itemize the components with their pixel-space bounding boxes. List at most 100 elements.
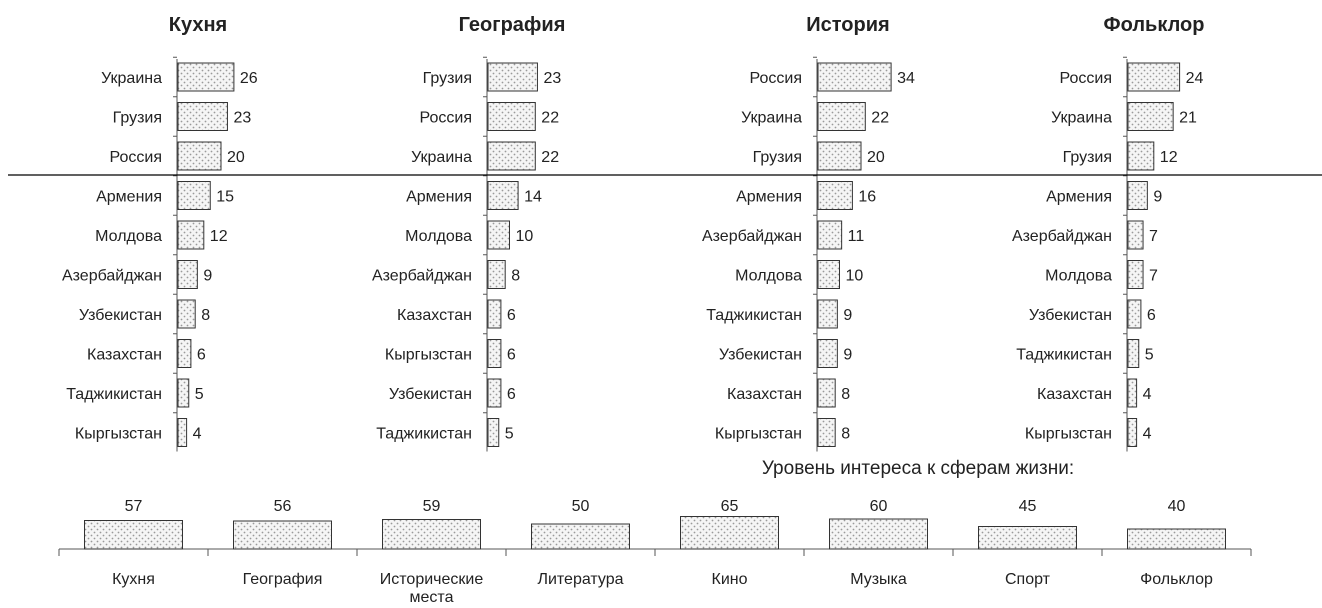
bar [177, 418, 188, 447]
bar [177, 62, 235, 92]
value-label: 24 [1186, 70, 1204, 87]
value-label: 20 [867, 149, 885, 166]
category-label: Молдова [405, 228, 472, 245]
panel-3: История Россия 34 Украина 22 Грузия 20 Армения 1… [702, 14, 915, 452]
category-label: Азербайджан [62, 268, 162, 285]
category-label: Кыргызстан [385, 347, 472, 364]
bar [487, 102, 536, 131]
bar [1127, 220, 1144, 250]
value-label: 4 [1143, 386, 1152, 403]
value-label: 4 [193, 426, 202, 443]
category-label: Россия [1060, 70, 1112, 87]
category-label: Грузия [113, 110, 162, 127]
value-label: 6 [507, 386, 516, 403]
value-label: 6 [1147, 307, 1156, 324]
bar [817, 102, 866, 131]
value-label: 45 [1019, 498, 1037, 515]
bar [1127, 62, 1181, 92]
horizontal-bar-panels: Кухня Украина 26 Грузия 23 Россия 20 Армения 15 М… [62, 14, 1204, 452]
value-label: 4 [1143, 426, 1152, 443]
category-label: Узбекистан [389, 386, 472, 403]
category-label: Узбекистан [79, 307, 162, 324]
bar [1127, 102, 1174, 131]
category-label: Украина [101, 70, 162, 87]
value-label: 23 [233, 110, 251, 127]
category-label: Литература [537, 571, 623, 588]
category-label: Узбекистан [719, 347, 802, 364]
category-label: Кино [712, 571, 748, 588]
bar [1127, 378, 1138, 408]
category-label: Таджикистан [1016, 347, 1112, 364]
category-label: места [410, 589, 454, 606]
value-label: 23 [543, 70, 561, 87]
bar [487, 220, 510, 250]
category-label: Узбекистан [1029, 307, 1112, 324]
category-label: Кыргызстан [1025, 426, 1112, 443]
bar [1127, 181, 1148, 210]
bar [487, 181, 519, 210]
category-label: Кыргызстан [75, 426, 162, 443]
bar [817, 62, 892, 92]
category-label: Грузия [1063, 149, 1112, 166]
panel-1: Кухня Украина 26 Грузия 23 Россия 20 Армения 15 М… [62, 14, 258, 452]
value-label: 21 [1179, 110, 1197, 127]
category-label: Азербайджан [702, 228, 802, 245]
bar [1127, 339, 1140, 368]
category-label: Фольклор [1140, 571, 1213, 588]
bar [1127, 418, 1138, 447]
panel-title: Фольклор [1104, 14, 1205, 36]
bar [1127, 299, 1142, 329]
category-label: Россия [420, 110, 472, 127]
value-label: 7 [1149, 228, 1158, 245]
category-label: Армения [96, 189, 162, 206]
value-label: 9 [1153, 189, 1162, 206]
bar [817, 181, 853, 210]
value-label: 6 [507, 307, 516, 324]
bar [487, 299, 502, 329]
value-label: 65 [721, 498, 739, 515]
category-label: География [243, 571, 323, 588]
bar [84, 520, 183, 550]
value-label: 22 [871, 110, 889, 127]
category-label: Молдова [1045, 268, 1112, 285]
panel-title: География [459, 14, 566, 36]
bar [680, 516, 779, 550]
value-label: 40 [1168, 498, 1186, 515]
value-label: 12 [210, 228, 228, 245]
value-label: 8 [841, 386, 850, 403]
value-label: 10 [846, 268, 864, 285]
bar [817, 339, 838, 368]
category-label: Армения [1046, 189, 1112, 206]
value-label: 15 [216, 189, 234, 206]
value-label: 50 [572, 498, 590, 515]
bar [487, 339, 502, 368]
bar [177, 260, 198, 289]
bar [177, 102, 228, 131]
category-label: Таджикистан [706, 307, 802, 324]
value-label: 11 [848, 228, 865, 245]
bar [177, 299, 196, 329]
category-label: Казахстан [1037, 386, 1112, 403]
category-label: Грузия [753, 149, 802, 166]
value-label: 26 [240, 70, 258, 87]
panel-title: История [806, 14, 889, 36]
panel-title: Кухня [169, 14, 227, 36]
category-label: Грузия [423, 70, 472, 87]
bar [531, 523, 630, 550]
bar [817, 299, 838, 329]
bar [817, 418, 836, 447]
category-label: Украина [411, 149, 472, 166]
bar [487, 62, 538, 92]
bar [177, 339, 192, 368]
category-label: Азербайджан [372, 268, 472, 285]
value-label: 56 [274, 498, 292, 515]
category-label: Украина [741, 110, 802, 127]
value-label: 9 [843, 307, 852, 324]
category-label: Спорт [1005, 571, 1051, 588]
bar [817, 141, 862, 171]
category-label: Таджикистан [376, 426, 472, 443]
value-label: 34 [897, 70, 915, 87]
bar [1127, 528, 1226, 550]
